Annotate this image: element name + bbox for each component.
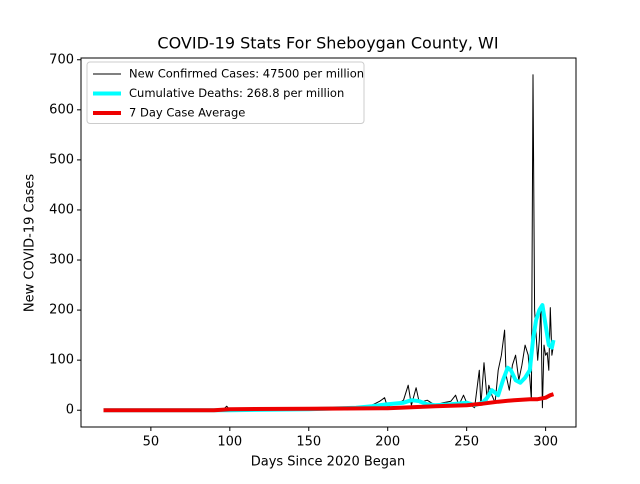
legend-label: Cumulative Deaths: 268.8 per million	[129, 86, 344, 100]
y-tick-label: 0	[66, 403, 74, 418]
x-tick-label: 200	[375, 435, 400, 450]
series-line	[103, 303, 556, 413]
x-tick-label: 300	[533, 435, 558, 450]
legend-label: 7 Day Case Average	[129, 106, 245, 120]
y-tick-label: 700	[49, 52, 74, 67]
y-tick-label: 600	[49, 102, 74, 117]
x-tick-label: 250	[454, 435, 479, 450]
y-tick-label: 400	[49, 202, 74, 217]
chart-title: COVID-19 Stats For Sheboygan County, WI	[157, 34, 498, 53]
y-tick-label: 200	[49, 303, 74, 318]
legend-box	[86, 61, 365, 124]
x-tick-label: 150	[296, 435, 321, 450]
x-tick-label: 50	[143, 435, 160, 450]
x-axis-label: Days Since 2020 Began	[251, 455, 406, 470]
y-tick-label: 500	[49, 152, 74, 167]
series-line	[103, 392, 555, 413]
y-axis-label: New COVID-19 Cases	[23, 174, 38, 312]
legend-label: New Confirmed Cases: 47500 per million	[129, 67, 364, 81]
x-tick-label: 100	[217, 435, 242, 450]
y-tick-label: 300	[49, 253, 74, 268]
plot-frame	[80, 57, 577, 428]
y-tick-label: 100	[49, 353, 74, 368]
